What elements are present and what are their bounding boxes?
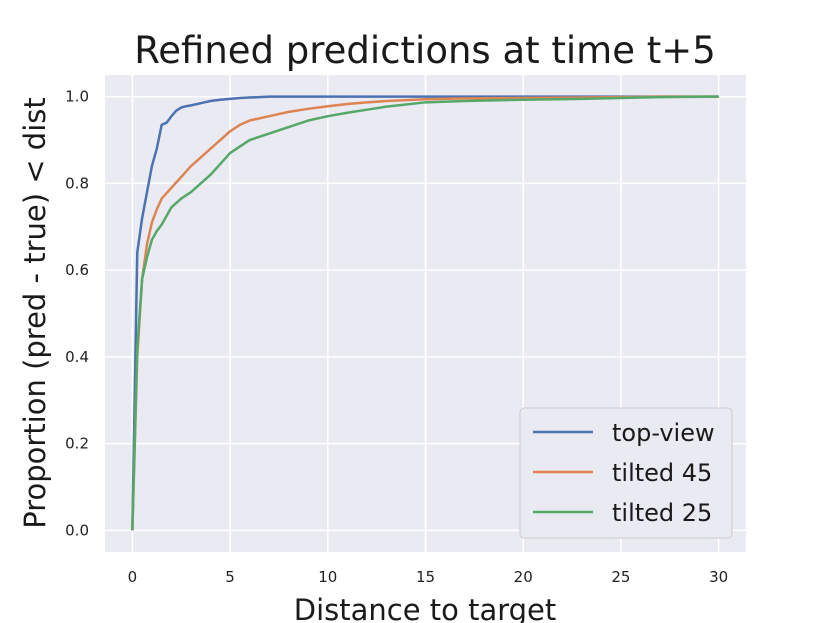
x-tick-label: 10 xyxy=(318,568,337,586)
ticks: 0 5 10 15 20 25 30 0.0 0.2 0.4 0.6 0.8 1.0 xyxy=(65,88,728,586)
legend-box xyxy=(519,407,733,539)
x-tick-label: 15 xyxy=(416,568,435,586)
y-tick-label: 1.0 xyxy=(65,88,89,106)
x-tick-label: 20 xyxy=(514,568,533,586)
y-tick-label: 0.4 xyxy=(65,348,89,366)
y-tick-label: 0.2 xyxy=(65,435,89,453)
x-tick-label: 30 xyxy=(709,568,728,586)
y-tick-label: 0.6 xyxy=(65,261,89,279)
series-line-tilted-45 xyxy=(131,95,719,531)
series-line-tilted-25 xyxy=(131,95,719,531)
x-axis-label: Distance to target xyxy=(294,593,557,623)
y-tick-label: 0.8 xyxy=(65,174,89,192)
y-axis-label: Proportion (pred - true) < dist xyxy=(18,97,52,529)
legend-label-top-view: top-view xyxy=(612,419,715,447)
legend: top-view tilted 45 tilted 25 xyxy=(519,407,733,539)
grid xyxy=(105,75,746,552)
legend-label-tilted-25: tilted 25 xyxy=(612,499,712,527)
x-tick-label: 25 xyxy=(611,568,630,586)
chart-title: Refined predictions at time t+5 xyxy=(134,29,716,72)
series-line-top-view xyxy=(131,95,719,531)
x-tick-label: 5 xyxy=(225,568,235,586)
y-tick-label: 0.0 xyxy=(65,521,89,539)
legend-label-tilted-45: tilted 45 xyxy=(612,459,712,487)
x-tick-label: 0 xyxy=(128,568,138,586)
series-lines xyxy=(131,95,719,531)
